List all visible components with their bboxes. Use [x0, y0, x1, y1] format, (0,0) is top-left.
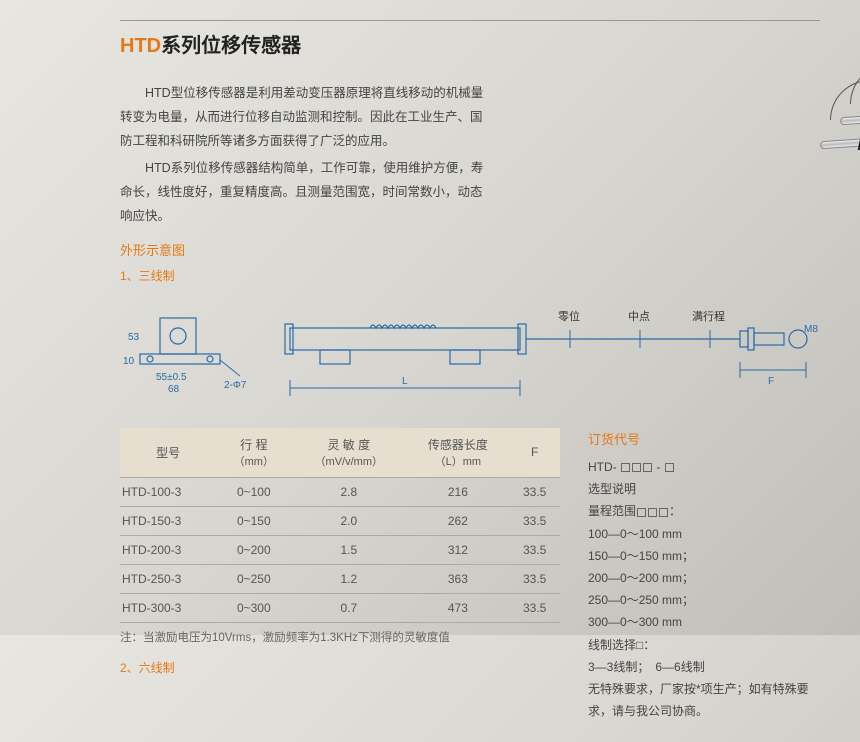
page-title: HTD系列位移传感器: [120, 20, 820, 58]
cell-F: 33.5: [509, 564, 560, 593]
title-rest: 系列位移传感器: [161, 35, 301, 57]
order-desc-label: 选型说明: [588, 478, 820, 500]
th-model: 型号: [120, 428, 216, 478]
dim-53: 53: [128, 332, 140, 343]
range-opt: 200—0～200 mm；: [588, 567, 820, 589]
desc-p2: HTD系列位移传感器结构简单，工作可靠，使用维护方便，寿命长，线性度好，重复精度…: [120, 157, 490, 228]
table-note: 注：当激励电压为10Vrms，激励频率为1.3KHz下测得的灵敏度值: [120, 629, 560, 645]
cell-len: 312: [406, 535, 509, 564]
outline-sub1: 1、三线制: [120, 265, 490, 288]
dim-L: L: [402, 376, 408, 387]
dim-55: 55±0.5: [156, 372, 187, 383]
table-row: HTD-200-30~2001.531233.5: [120, 535, 560, 564]
table-row: HTD-300-30~3000.747333.5: [120, 593, 560, 622]
cell-sens: 0.7: [291, 593, 406, 622]
lbl-zero: 零位: [558, 309, 580, 323]
outline-label: 外形示意图: [120, 239, 490, 264]
dim-68: 68: [168, 384, 180, 395]
lbl-full: 满行程: [692, 310, 725, 323]
cell-sens: 1.5: [291, 535, 406, 564]
cell-len: 216: [406, 477, 509, 506]
order-info: 订货代号 HTD- - 选型说明 量程范围： 100—0～100 mm 150—…: [588, 428, 820, 722]
order-title: 订货代号: [588, 428, 820, 452]
dim-hole: 2-Φ7: [224, 380, 247, 391]
spec-table: 型号 行 程（mm） 灵 敏 度（mV/v/mm） 传感器长度（L）mm F H…: [120, 428, 560, 623]
th-len: 传感器长度（L）mm: [406, 428, 509, 478]
th-sens: 灵 敏 度（mV/v/mm）: [291, 428, 406, 478]
order-code: HTD- -: [588, 456, 820, 478]
range-opt: 300—0～300 mm: [588, 611, 820, 633]
th-range: 行 程（mm）: [216, 428, 291, 478]
cell-range: 0~250: [216, 564, 291, 593]
dim-F: F: [768, 376, 774, 387]
description: HTD型位移传感器是利用差动变压器原理将直线移动的机械量转变为电量，从而进行位移…: [120, 82, 490, 294]
order-tail: 无特殊要求，厂家按*项生产；如有特殊要求，请与我公司协商。: [588, 678, 820, 722]
cell-F: 33.5: [509, 535, 560, 564]
order-range-label: 量程范围：: [588, 500, 820, 522]
cell-model: HTD-200-3: [120, 535, 216, 564]
th-F: F: [509, 428, 560, 478]
lbl-mid: 中点: [628, 310, 650, 323]
range-opt: 150—0～150 mm；: [588, 545, 820, 567]
range-opt: 100—0～100 mm: [588, 523, 820, 545]
dim-10: 10: [123, 356, 135, 367]
cell-range: 0~200: [216, 535, 291, 564]
cell-F: 33.5: [509, 593, 560, 622]
cell-range: 0~100: [216, 477, 291, 506]
cell-model: HTD-100-3: [120, 477, 216, 506]
dim-thread: M8: [804, 324, 818, 335]
outline-diagram: 53 10 55±0.5 68 2-Φ7 L 零位 中点: [120, 298, 820, 418]
table-row: HTD-150-30~1502.026233.5: [120, 506, 560, 535]
cell-F: 33.5: [509, 506, 560, 535]
cell-model: HTD-250-3: [120, 564, 216, 593]
cell-range: 0~300: [216, 593, 291, 622]
cell-sens: 1.2: [291, 564, 406, 593]
cell-model: HTD-150-3: [120, 506, 216, 535]
cell-model: HTD-300-3: [120, 593, 216, 622]
cell-len: 363: [406, 564, 509, 593]
table-row: HTD-100-30~1002.821633.5: [120, 477, 560, 506]
cell-len: 473: [406, 593, 509, 622]
product-photo: [510, 82, 820, 294]
outline-sub2: 2、六线制: [120, 659, 560, 676]
wire-opts: 3—3线制； 6—6线制: [588, 656, 820, 678]
diagram-svg: 53 10 55±0.5 68 2-Φ7 L 零位 中点: [120, 298, 820, 418]
table-row: HTD-250-30~2501.236333.5: [120, 564, 560, 593]
wire-label: 线制选择□：: [588, 634, 820, 656]
cell-sens: 2.8: [291, 477, 406, 506]
cell-sens: 2.0: [291, 506, 406, 535]
cell-len: 262: [406, 506, 509, 535]
cell-range: 0~150: [216, 506, 291, 535]
range-opt: 250—0～250 mm；: [588, 589, 820, 611]
desc-p1: HTD型位移传感器是利用差动变压器原理将直线移动的机械量转变为电量，从而进行位移…: [120, 82, 490, 153]
cell-F: 33.5: [509, 477, 560, 506]
title-prefix: HTD: [120, 35, 161, 57]
